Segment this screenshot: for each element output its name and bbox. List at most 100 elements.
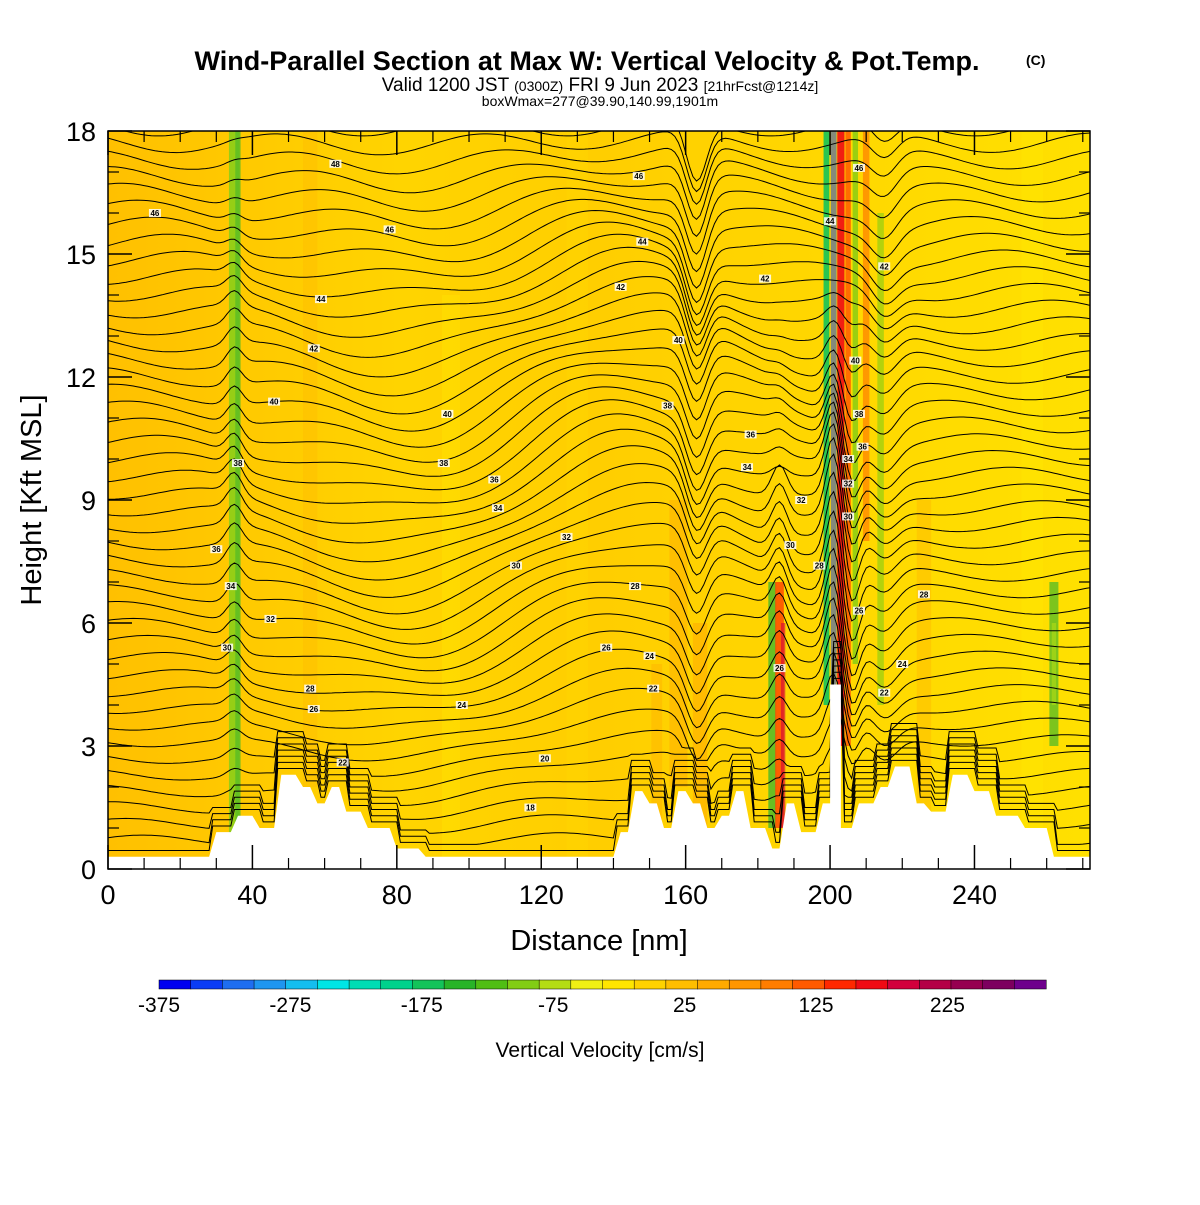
colorbar-tick-label: -175 — [401, 994, 443, 1017]
theta-label: 26 — [309, 705, 318, 714]
colorbar-tick-label: 225 — [930, 994, 965, 1017]
theta-label-bg — [773, 664, 786, 673]
x-tick-label: 160 — [663, 880, 708, 910]
colorbar-tick-label: -275 — [269, 994, 311, 1017]
colorbar-swatch — [443, 979, 477, 990]
theta-label-bg — [307, 705, 320, 714]
theta-contour — [108, 209, 1090, 289]
theta-label: 36 — [858, 443, 867, 452]
chart-title: Wind-Parallel Section at Max W: Vertical… — [195, 46, 980, 76]
theta-contour — [108, 651, 1090, 739]
theta-label-bg — [849, 356, 862, 365]
theta-contour — [108, 631, 1090, 727]
velocity-plume — [1051, 623, 1057, 705]
theta-label: 18 — [526, 804, 535, 813]
theta-label-bg — [741, 463, 754, 472]
colorbar-swatch — [792, 979, 825, 990]
theta-label: 26 — [854, 607, 863, 616]
theta-contour — [108, 647, 1090, 793]
theta-label-bg — [210, 545, 223, 554]
theta-label: 32 — [797, 496, 806, 505]
colorbar-swatch — [222, 979, 255, 990]
theta-label-bg — [509, 561, 522, 570]
theta-label: 28 — [631, 582, 640, 591]
x-tick-label: 40 — [237, 880, 267, 910]
theta-label-bg — [538, 754, 551, 763]
theta-label: 34 — [493, 504, 502, 513]
theta-label: 30 — [512, 562, 521, 571]
velocity-streak — [235, 131, 241, 869]
theta-label-bg — [455, 701, 468, 709]
theta-contours — [108, 131, 1090, 851]
theta-label-bg — [842, 479, 855, 488]
velocity-plume — [780, 623, 786, 828]
theta-label: 32 — [844, 480, 853, 489]
velocity-plume — [862, 131, 870, 541]
theta-label: 42 — [880, 262, 889, 271]
theta-contour — [108, 529, 1090, 642]
chart-subtitle-2: boxWmax=277@39.90,140.99,1901m — [482, 93, 718, 109]
y-tick-label: 9 — [81, 486, 96, 516]
theta-contour — [108, 276, 1090, 358]
theta-label: 28 — [306, 685, 315, 694]
theta-label: 24 — [898, 660, 907, 669]
colorbar-swatch — [633, 979, 667, 990]
theta-label-bg — [614, 282, 627, 291]
theta-contour — [108, 362, 1090, 448]
theta-contour — [108, 386, 1090, 482]
theta-label-bg — [636, 237, 649, 246]
theta-label-bg — [488, 475, 501, 484]
colorbar-swatch — [285, 979, 318, 990]
theta-label-bg — [647, 684, 660, 693]
y-tick-label: 3 — [81, 732, 96, 762]
theta-label-bg — [672, 336, 685, 345]
plot-area: 46 48 46 46 44 44 42 42 42 40 40 40 38 38 38 36 36 34 34 32… — [108, 131, 1090, 869]
theta-contour — [108, 695, 1090, 765]
theta-label-bg — [224, 582, 237, 591]
theta-label-bg — [632, 172, 645, 181]
theta-label: 22 — [338, 758, 347, 767]
y-tick-label: 18 — [66, 117, 96, 147]
theta-contour — [108, 613, 1090, 716]
theta-label-bg — [759, 274, 772, 283]
theta-contour — [108, 490, 1090, 602]
theta-label-bg — [842, 512, 855, 521]
theta-contour — [108, 187, 1090, 255]
colorbar-tick-label: 25 — [673, 994, 696, 1017]
theta-contour — [108, 374, 1090, 464]
colorbar-swatch — [348, 979, 382, 990]
theta-label: 46 — [634, 172, 643, 181]
theta-contour — [108, 423, 1090, 529]
theta-label: 42 — [616, 283, 625, 292]
theta-label: 28 — [815, 562, 824, 571]
copyright-mark: (C) — [1026, 52, 1045, 68]
colorbar-swatch — [855, 979, 889, 990]
theta-label-bg — [896, 660, 909, 668]
theta-label: 38 — [234, 459, 243, 468]
theta-label: 38 — [663, 402, 672, 411]
theta-label: 34 — [844, 455, 853, 464]
theta-contour — [108, 672, 1090, 751]
theta-label: 42 — [761, 275, 770, 284]
theta-contour — [108, 174, 1090, 237]
theta-label-bg — [304, 684, 317, 693]
colorbar-swatch — [728, 979, 762, 990]
theta-label: 24 — [645, 652, 654, 661]
theta-contour — [108, 411, 1090, 513]
theta-label: 20 — [540, 754, 549, 763]
velocity-plume — [845, 131, 851, 746]
theta-label: 36 — [746, 430, 755, 439]
theta-contour — [108, 246, 1090, 327]
theta-label-bg — [600, 643, 613, 652]
y-tick-label: 12 — [66, 363, 96, 393]
x-tick-label: 120 — [519, 880, 564, 910]
theta-label: 46 — [150, 209, 159, 218]
theta-contour — [108, 328, 1090, 415]
colorbar-swatch — [760, 979, 794, 990]
theta-label: 26 — [775, 664, 784, 673]
colorbar-swatch — [538, 979, 572, 990]
theta-contour — [108, 399, 1090, 498]
theta-label-bg — [917, 590, 930, 599]
theta-label: 40 — [851, 357, 860, 366]
theta-label: 36 — [490, 476, 499, 485]
